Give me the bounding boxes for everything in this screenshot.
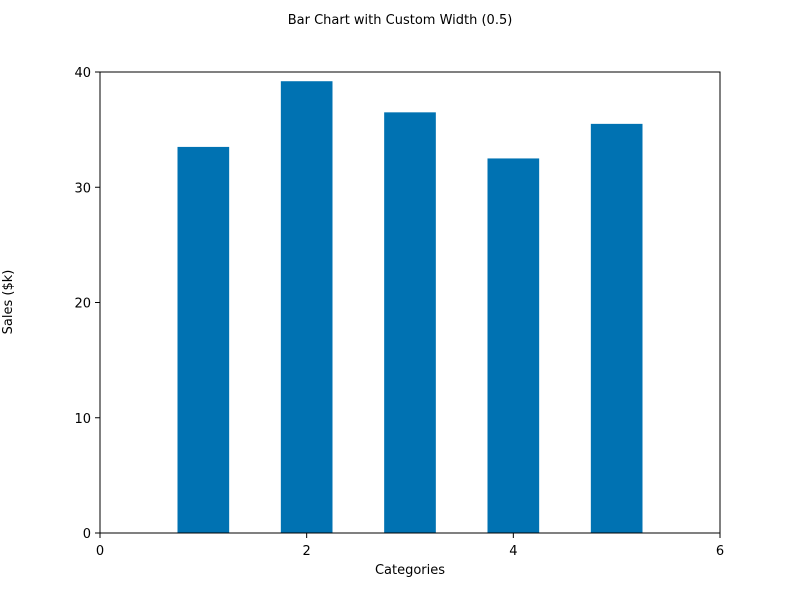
y-tick-label: 40 bbox=[74, 66, 91, 81]
y-axis-label: Sales ($k) bbox=[1, 270, 16, 335]
y-axis-ticks: 0 10 20 30 40 bbox=[74, 66, 100, 542]
bar-4 bbox=[487, 158, 540, 533]
y-tick-label: 10 bbox=[74, 412, 91, 427]
bar-5 bbox=[590, 123, 643, 534]
bar-2 bbox=[280, 81, 333, 533]
y-tick-label: 20 bbox=[74, 297, 91, 312]
bar-3 bbox=[384, 112, 436, 534]
x-tick-label: 6 bbox=[716, 544, 724, 559]
chart-title: Bar Chart with Custom Width (0.5) bbox=[288, 13, 513, 28]
x-tick-label: 4 bbox=[509, 544, 517, 559]
y-tick-label: 0 bbox=[83, 527, 91, 542]
x-tick-label: 2 bbox=[303, 544, 311, 559]
x-axis-label: Categories bbox=[375, 563, 445, 578]
y-tick-label: 30 bbox=[74, 181, 91, 196]
bar-1 bbox=[177, 146, 230, 533]
x-axis-ticks: 0 2 4 6 bbox=[96, 533, 724, 559]
bars-group bbox=[177, 81, 643, 534]
x-tick-label: 0 bbox=[96, 544, 104, 559]
